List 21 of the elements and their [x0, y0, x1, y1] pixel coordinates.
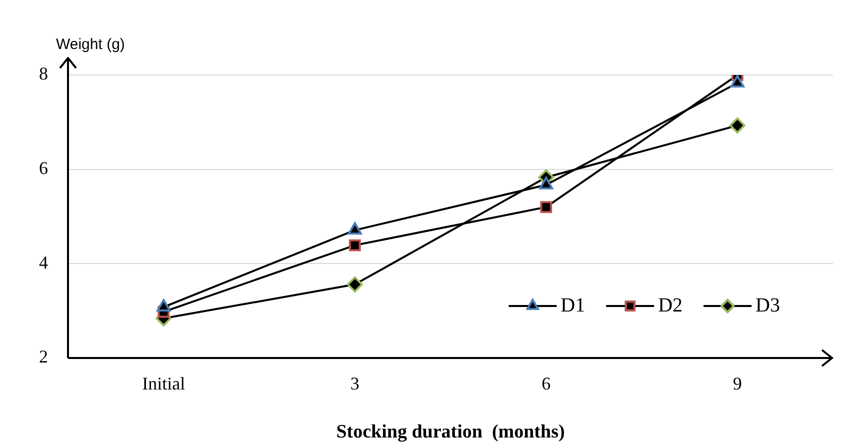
point: [729, 117, 746, 134]
x-tick-label: Initial: [142, 374, 186, 394]
point: [346, 276, 363, 292]
point: [540, 201, 552, 214]
point: [156, 299, 171, 312]
legend-label: D3: [756, 294, 780, 316]
y-tick-label: 6: [39, 158, 48, 178]
y-axis-title: Weight (g): [56, 36, 125, 54]
x-axis-title: Stocking duration (months): [336, 422, 565, 443]
point: [539, 176, 554, 190]
point: [730, 75, 744, 88]
point: [348, 239, 361, 252]
legend-label: D1: [560, 294, 586, 316]
x-tick-label: 9: [732, 374, 742, 394]
y-tick-label: 2: [39, 346, 48, 367]
x-tick-label: 6: [542, 374, 551, 394]
point: [348, 222, 362, 235]
y-tick-label: 4: [39, 252, 48, 272]
legend-label: D2: [658, 294, 683, 316]
x-tick-label: 3: [350, 374, 360, 394]
y-tick-label: 8: [39, 64, 48, 84]
